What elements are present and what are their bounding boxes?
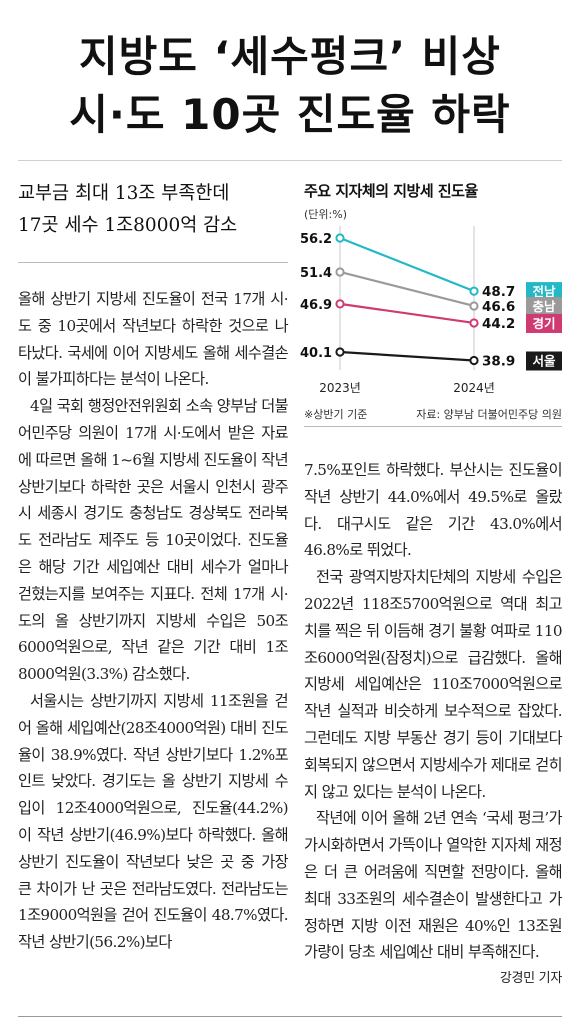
data-point bbox=[335, 299, 345, 309]
series-name-label: 전남 bbox=[532, 284, 556, 299]
paragraph-text: 작년에 이어 올해 2년 연속 ‘국세 펑크’가 가시화하면서 가뜩이나 열악한… bbox=[304, 809, 563, 962]
series-name-label: 충남 bbox=[532, 299, 556, 314]
series-tag bbox=[526, 296, 562, 316]
series-line bbox=[339, 270, 475, 308]
bottom-divider bbox=[18, 1016, 562, 1017]
data-point bbox=[335, 267, 345, 277]
headline-line2: 시·도 10곳 진도율 하락 bbox=[69, 90, 511, 139]
subhead-divider bbox=[18, 262, 288, 263]
article-column-left: 올해 상반기 지방세 진도율이 전국 17개 시·도 중 10곳에서 작년보다 … bbox=[18, 286, 289, 956]
chart-unit: (단위:%) bbox=[304, 208, 347, 221]
chart-note: ※상반기 기준 bbox=[304, 408, 368, 421]
data-label: 46.9 bbox=[300, 298, 332, 313]
series-tag bbox=[526, 313, 562, 333]
chart-source: 자료: 양부남 더불어민주당 의원 bbox=[416, 408, 562, 421]
data-label: 56.2 bbox=[300, 232, 332, 247]
subhead-line2: 17곳 세수 1조8000억 감소 bbox=[18, 215, 238, 236]
series-name-label: 서울 bbox=[532, 353, 556, 368]
data-label: 48.7 bbox=[482, 284, 515, 300]
series-line bbox=[339, 236, 475, 293]
data-label: 51.4 bbox=[300, 266, 332, 281]
subheadline: 교부금 최대 13조 부족한데 17곳 세수 1조8000억 감소 bbox=[18, 178, 288, 242]
paragraph: 전국 광역지방자치단체의 지방세 수입은 2022년 118조5700억원으로 … bbox=[304, 568, 563, 801]
paragraph: 7.5%포인트 하락했다. 부산시는 진도율이 작년 상반기 44.0%에서 4… bbox=[304, 461, 563, 560]
series-line bbox=[339, 350, 475, 362]
paragraph: 작년에 이어 올해 2년 연속 ‘국세 펑크’가 가시화하면서 가뜩이나 열악한… bbox=[304, 805, 563, 986]
headline-line1: 지방도 ‘세수펑크’ 비상 bbox=[79, 32, 501, 81]
paragraph: 올해 상반기 지방세 진도율이 전국 17개 시·도 중 10곳에서 작년보다 … bbox=[18, 290, 289, 389]
data-point bbox=[469, 318, 479, 328]
data-point bbox=[335, 233, 345, 243]
data-point bbox=[469, 301, 479, 311]
paragraph: 4일 국회 행정안전위원회 소속 양부남 더불어민주당 의원이 17개 시·도에… bbox=[18, 397, 289, 684]
data-point bbox=[469, 286, 479, 296]
headline: 지방도 ‘세수펑크’ 비상 시·도 10곳 진도율 하락 bbox=[0, 28, 580, 144]
byline: 강경민 기자 bbox=[499, 971, 562, 987]
data-label: 38.9 bbox=[482, 353, 515, 369]
data-label: 46.6 bbox=[482, 299, 515, 315]
x-tick-label: 2024년 bbox=[453, 381, 495, 395]
chart-title: 주요 지자체의 지방세 진도율 bbox=[304, 182, 478, 200]
x-tick-label: 2023년 bbox=[319, 381, 361, 395]
series-name-label: 경기 bbox=[532, 316, 555, 331]
data-label: 40.1 bbox=[300, 346, 332, 361]
subhead-line1: 교부금 최대 13조 부족한데 bbox=[18, 183, 230, 204]
chart-divider bbox=[304, 426, 562, 427]
series-tag bbox=[526, 351, 562, 371]
series-tag bbox=[526, 282, 562, 302]
top-divider bbox=[18, 160, 562, 161]
series-line bbox=[339, 302, 475, 325]
data-point bbox=[469, 355, 479, 366]
article-column-right: 7.5%포인트 하락했다. 부산시는 진도율이 작년 상반기 44.0%에서 4… bbox=[304, 457, 563, 993]
data-point bbox=[335, 347, 345, 357]
data-label: 44.2 bbox=[482, 316, 515, 332]
line-chart: 2023년 2024년 56.2 48.7 전남 51.4 46.6 충남 46.9 44.2 경기… bbox=[300, 226, 562, 395]
paragraph: 서울시는 상반기까지 지방세 11조원을 걷어 올해 세입예산(28조4000억… bbox=[18, 691, 289, 952]
